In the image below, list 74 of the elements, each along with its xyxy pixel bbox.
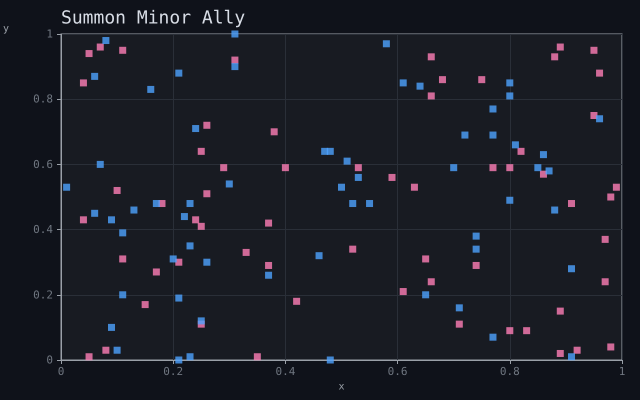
point	[338, 184, 345, 191]
point	[186, 242, 194, 250]
point	[180, 213, 188, 220]
point	[512, 141, 519, 148]
point	[186, 200, 194, 208]
y-tick-label: 0.2	[33, 288, 53, 302]
point	[540, 151, 547, 158]
point	[175, 294, 182, 302]
point	[354, 174, 362, 181]
point	[326, 356, 334, 364]
point	[326, 148, 334, 155]
x-tick-label: 0.4	[275, 365, 296, 378]
point	[472, 232, 480, 240]
point	[231, 30, 238, 38]
y-tick-label: 0.6	[33, 158, 53, 171]
point	[489, 334, 496, 341]
x-tick-label: 0.6	[388, 365, 408, 378]
point	[265, 272, 272, 279]
point	[366, 200, 374, 208]
point	[108, 216, 115, 224]
point	[489, 105, 496, 112]
point	[506, 92, 514, 100]
y-tick-label: 0.8	[33, 92, 53, 106]
y-tick-label: 1	[46, 28, 53, 40]
point	[344, 158, 351, 165]
point	[450, 164, 458, 172]
point	[175, 356, 182, 364]
point	[102, 37, 110, 44]
point	[349, 200, 356, 208]
point	[130, 206, 138, 214]
point	[568, 265, 576, 272]
point	[534, 164, 542, 172]
point	[231, 63, 238, 70]
x-tick-label: 1	[618, 365, 626, 378]
x-tick-label: 0.8	[500, 365, 520, 378]
point	[119, 229, 126, 236]
point	[400, 79, 407, 86]
point	[96, 160, 104, 168]
point	[551, 206, 558, 214]
point	[192, 125, 200, 132]
point	[170, 255, 177, 262]
point	[456, 304, 463, 312]
x-tick-label: 0.2	[163, 365, 184, 378]
point	[114, 346, 121, 354]
point	[91, 72, 98, 80]
point	[198, 317, 205, 324]
x-tick-label: 0	[58, 365, 64, 378]
point	[226, 180, 233, 188]
point	[147, 86, 154, 93]
point	[119, 291, 126, 298]
chart-title: Summon Minor Ally	[61, 8, 246, 28]
point	[152, 200, 160, 208]
point	[422, 291, 430, 298]
y-axis-title: y	[3, 24, 10, 34]
point	[63, 184, 70, 191]
point	[175, 70, 182, 77]
point	[489, 132, 496, 139]
y-tick-label: 0	[46, 354, 53, 366]
point	[506, 79, 514, 86]
x-axis-title: x	[338, 381, 345, 392]
point	[461, 132, 468, 139]
point	[316, 252, 323, 260]
point	[568, 353, 576, 360]
y-tick-label: 0.4	[33, 223, 54, 236]
point	[596, 115, 604, 122]
point	[472, 246, 480, 253]
point	[506, 196, 514, 204]
point	[91, 210, 98, 217]
point	[546, 167, 553, 174]
point	[186, 353, 194, 360]
point	[203, 258, 210, 266]
point	[382, 40, 390, 48]
point	[416, 82, 424, 90]
point	[108, 324, 115, 331]
